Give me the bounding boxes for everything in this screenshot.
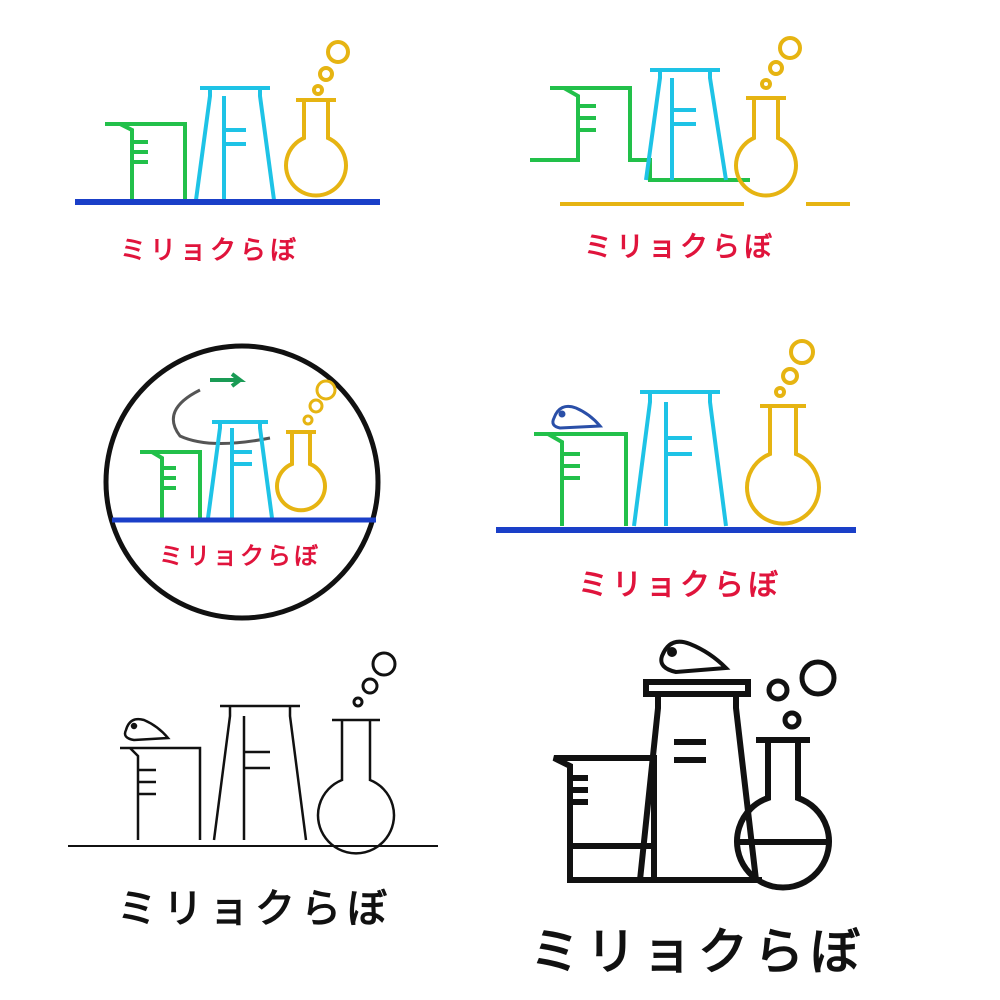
logo-wordmark: ミリョクらぼ <box>530 923 866 981</box>
bird-icon <box>659 639 731 675</box>
round-flask-icon <box>560 96 850 206</box>
logo-wordmark: ミリョクらぼ <box>159 542 321 570</box>
round-flask-icon <box>316 718 396 855</box>
bubble-icon <box>312 40 350 96</box>
round-flask-icon <box>734 737 832 891</box>
bubble-icon <box>302 379 337 426</box>
badge-circle <box>103 343 381 621</box>
beaker-icon <box>552 755 657 883</box>
logo-mark <box>530 36 850 206</box>
logo-mark <box>75 40 380 205</box>
erlenmeyer-flask-icon <box>212 704 308 841</box>
beaker-icon <box>140 450 202 518</box>
bird-icon <box>123 717 171 742</box>
logo-variant-color-bird: ミリョクらぼ <box>490 330 870 620</box>
swoosh-line <box>171 388 271 445</box>
bubble-icon <box>760 36 802 90</box>
bubble-icon <box>774 339 815 398</box>
logo-mark <box>552 639 837 891</box>
logo-variant-color-classic: ミリョクらぼ <box>60 30 420 290</box>
beaker-icon <box>530 86 750 182</box>
logo-mark <box>68 651 438 855</box>
logo-wordmark: ミリョクらぼ <box>120 236 301 266</box>
beaker-icon <box>105 122 187 200</box>
erlenmeyer-flask-icon <box>637 679 759 881</box>
bubble-icon <box>352 651 397 708</box>
erlenmeyer-flask-icon <box>644 68 728 181</box>
logo-mark <box>103 343 381 621</box>
bird-icon <box>551 404 604 430</box>
beaker-icon <box>534 432 628 526</box>
erlenmeyer-flask-icon <box>194 86 276 201</box>
beaker-icon <box>120 746 202 840</box>
arrow-icon <box>210 372 246 388</box>
round-flask-icon <box>745 404 821 526</box>
logo-variant-mono-thin: ミリョクらぼ <box>60 640 450 960</box>
bubble-icon <box>766 659 837 730</box>
logo-variant-color-linked: ミリョクらぼ <box>520 30 880 290</box>
logo-wordmark: ミリョクらぼ <box>578 568 782 603</box>
round-flask-icon <box>275 430 327 513</box>
round-flask-icon <box>284 98 348 198</box>
logo-variant-mono-bold-stacked: ミリョクらぼ <box>530 630 860 990</box>
logo-wordmark: ミリョクらぼ <box>583 230 776 263</box>
erlenmeyer-flask-icon <box>206 420 274 519</box>
logo-wordmark: ミリョクらぼ <box>117 886 393 932</box>
erlenmeyer-flask-icon <box>632 390 728 527</box>
logo-variant-color-circle-badge: ミリョクらぼ <box>100 340 390 630</box>
logo-mark <box>496 339 856 533</box>
